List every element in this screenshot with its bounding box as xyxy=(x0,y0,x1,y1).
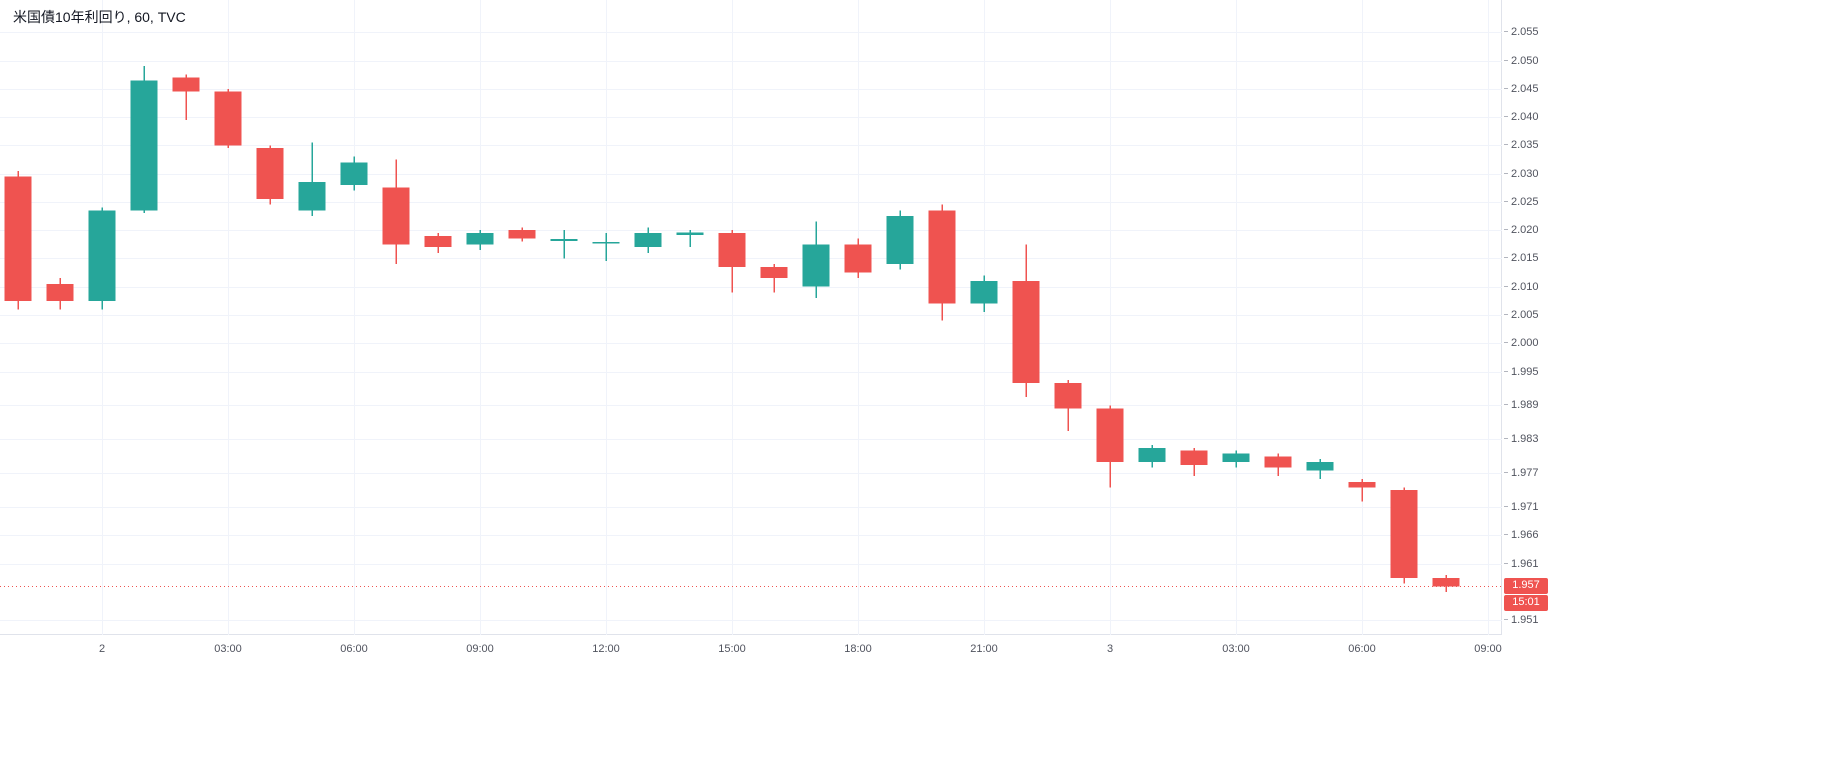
candle-body xyxy=(928,210,956,304)
candle-body xyxy=(1180,450,1208,465)
candle-body xyxy=(88,210,116,301)
price-tick-label: 2.040 xyxy=(1504,111,1539,124)
price-tick-label: 2.005 xyxy=(1504,308,1539,321)
symbol-title: 米国債10年利回り, 60, TVC xyxy=(13,9,186,25)
candle-body xyxy=(424,235,452,248)
time-tick-label: 21:00 xyxy=(970,643,998,655)
price-axis[interactable]: 1.957 15:01 2.055 2.050 2.045 2.040 2.035 2.0… xyxy=(1503,0,1593,668)
candle-body xyxy=(298,182,326,211)
symbol-legend[interactable]: 米国債10年利回り, 60, TVC xyxy=(13,8,186,26)
candle-body xyxy=(4,176,32,301)
candle-body xyxy=(1012,281,1040,383)
time-axis[interactable]: 2 03:00 06:00 09:00 12:00 15:00 18:00 21:00 3 03:… xyxy=(0,636,1502,664)
price-tick-label: 1.971 xyxy=(1504,501,1539,514)
chart-plot-area[interactable]: 米国債10年利回り, 60, TVC xyxy=(0,0,1502,635)
price-tick-label: 2.020 xyxy=(1504,224,1539,237)
price-tick-label: 1.951 xyxy=(1504,614,1539,627)
candle-body xyxy=(970,281,998,304)
candle-body xyxy=(466,232,494,245)
price-tick-label: 2.045 xyxy=(1504,82,1539,95)
price-tick-label: 2.030 xyxy=(1504,167,1539,180)
price-tick-label: 2.000 xyxy=(1504,337,1539,350)
bar-countdown-badge: 15:01 xyxy=(1504,595,1548,612)
candle-body xyxy=(1096,408,1124,462)
price-tick-label: 2.050 xyxy=(1504,54,1539,67)
candle-body xyxy=(676,232,704,236)
candle-body xyxy=(340,162,368,185)
candle-body xyxy=(214,91,242,146)
candle-body xyxy=(1348,481,1376,488)
candle-body xyxy=(886,216,914,265)
candle-body xyxy=(760,266,788,279)
time-tick-label: 3 xyxy=(1106,643,1114,655)
candle-body xyxy=(592,242,620,244)
price-tick-label: 1.983 xyxy=(1504,433,1539,446)
candle-body xyxy=(172,77,200,92)
last-price-badge: 1.957 xyxy=(1504,578,1548,595)
time-tick-label: 09:00 xyxy=(466,643,494,655)
candle-body xyxy=(1054,382,1082,409)
price-tick-label: 1.966 xyxy=(1504,529,1539,542)
time-tick-label: 2 xyxy=(98,643,106,655)
candle-body xyxy=(256,148,284,200)
price-tick-label: 2.010 xyxy=(1504,280,1539,293)
candle-body xyxy=(550,239,578,241)
price-tick-label: 2.035 xyxy=(1504,139,1539,152)
candle-body xyxy=(46,283,74,301)
time-tick-label: 18:00 xyxy=(844,643,872,655)
time-tick-label: 09:00 xyxy=(1474,643,1502,655)
price-tick-label: 1.961 xyxy=(1504,557,1539,570)
candle-body xyxy=(1306,461,1334,471)
time-tick-label: 12:00 xyxy=(592,643,620,655)
candle-body xyxy=(718,232,746,267)
candle-body xyxy=(130,80,158,211)
candle-body xyxy=(1390,490,1418,578)
candle-body xyxy=(1138,447,1166,462)
candle-body xyxy=(844,244,872,273)
time-tick-label: 15:00 xyxy=(718,643,746,655)
candle-body xyxy=(634,232,662,248)
candle-body xyxy=(802,244,830,287)
candle-body xyxy=(1222,453,1250,462)
chart-canvas xyxy=(0,0,1502,635)
candle-body xyxy=(1432,577,1460,587)
price-tick-label: 1.989 xyxy=(1504,399,1539,412)
time-tick-label: 03:00 xyxy=(214,643,242,655)
price-tick-label: 2.055 xyxy=(1504,26,1539,39)
time-tick-label: 06:00 xyxy=(1348,643,1376,655)
price-tick-label: 2.015 xyxy=(1504,252,1539,265)
candle-body xyxy=(1264,456,1292,468)
price-tick-label: 1.977 xyxy=(1504,467,1539,480)
price-tick-label: 1.995 xyxy=(1504,365,1539,378)
price-tick-label: 2.025 xyxy=(1504,195,1539,208)
candle-body xyxy=(382,187,410,245)
time-tick-label: 03:00 xyxy=(1222,643,1250,655)
time-tick-label: 06:00 xyxy=(340,643,368,655)
candle-body xyxy=(508,230,536,239)
